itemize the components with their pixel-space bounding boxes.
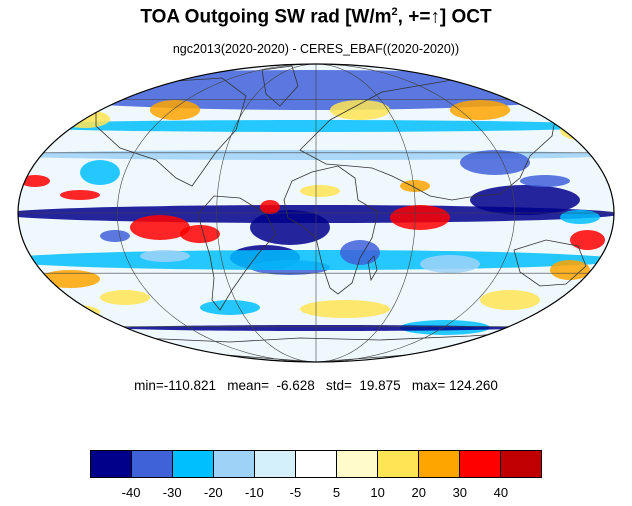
field-patch <box>20 175 50 187</box>
field-patch <box>100 230 130 242</box>
field-patch <box>340 240 380 265</box>
colorbar-label: -30 <box>162 485 182 500</box>
colorbar-label: 20 <box>411 485 426 500</box>
field-patch <box>560 210 600 224</box>
colorbar-swatch-3 <box>214 451 255 477</box>
coastline-south-america <box>197 195 277 311</box>
field-patch <box>420 255 480 273</box>
colorbar-swatch-0 <box>91 451 132 477</box>
field-patch <box>180 225 220 243</box>
field-patch <box>120 325 520 331</box>
coastline-madagascar <box>367 255 378 282</box>
field-patch <box>130 215 190 240</box>
colorbar-label: -10 <box>244 485 264 500</box>
coastline-greenland <box>261 65 299 107</box>
colorbar-label: 30 <box>452 485 468 500</box>
colorbar-label: -40 <box>121 485 141 500</box>
colorbar-label: 10 <box>370 485 385 500</box>
field-patch <box>570 230 605 250</box>
colorbar-swatch-8 <box>419 451 460 477</box>
field-patch <box>520 175 570 187</box>
field-patch <box>100 290 150 305</box>
coastline-africa <box>283 165 379 295</box>
field-patch <box>18 70 614 110</box>
statistics-line: min=-110.821 mean= -6.628 std= 19.875 ma… <box>134 378 498 393</box>
field-patch <box>330 100 390 120</box>
colorbar-swatch-4 <box>255 451 296 477</box>
field-patch <box>300 185 340 197</box>
colorbar-swatch-9 <box>460 451 501 477</box>
field-patch <box>300 300 390 318</box>
colorbar-swatch-1 <box>132 451 173 477</box>
field-patch <box>60 190 100 200</box>
field-patch <box>140 250 190 262</box>
map-title: TOA Outgoing SW rad [W/m2, +=↑] OCT <box>140 6 492 28</box>
field-patch <box>400 180 430 192</box>
field-patch <box>260 200 280 214</box>
coastline-north-america <box>95 77 247 187</box>
colorbar-swatch-7 <box>378 451 419 477</box>
colorbar-swatch-6 <box>337 451 378 477</box>
mollweide-map <box>17 63 615 363</box>
field-patch <box>390 205 450 230</box>
colorbar-label: -5 <box>289 485 302 500</box>
field-patch <box>80 160 120 185</box>
colorbar <box>90 450 542 478</box>
field-patch <box>150 100 200 120</box>
field-patch <box>40 270 100 288</box>
colorbar-label: 40 <box>493 485 509 500</box>
colorbar-swatch-2 <box>173 451 214 477</box>
field-patch <box>480 290 540 310</box>
field-patch <box>450 100 510 120</box>
field-patch <box>18 250 614 270</box>
map-subtitle: ngc2013(2020-2020) - CERES_EBAF((2020-20… <box>172 42 460 56</box>
coastline-australia <box>513 239 587 287</box>
field-patch <box>550 260 590 280</box>
field-patch <box>250 210 330 245</box>
colorbar-labels: -40 -30 -20 -10 -5 5 10 20 30 40 <box>90 485 542 501</box>
globe-outline <box>17 63 615 363</box>
colorbar-swatch-5 <box>296 451 337 477</box>
field-patch <box>18 120 614 132</box>
field-patch <box>470 185 580 215</box>
field-patch <box>200 300 260 315</box>
field-patch <box>560 120 600 140</box>
colorbar-swatch-10 <box>501 451 541 477</box>
colorbar-label: 5 <box>332 485 341 500</box>
colorbar-label: -20 <box>203 485 223 500</box>
graticule <box>18 64 614 362</box>
field-patch <box>460 150 530 175</box>
